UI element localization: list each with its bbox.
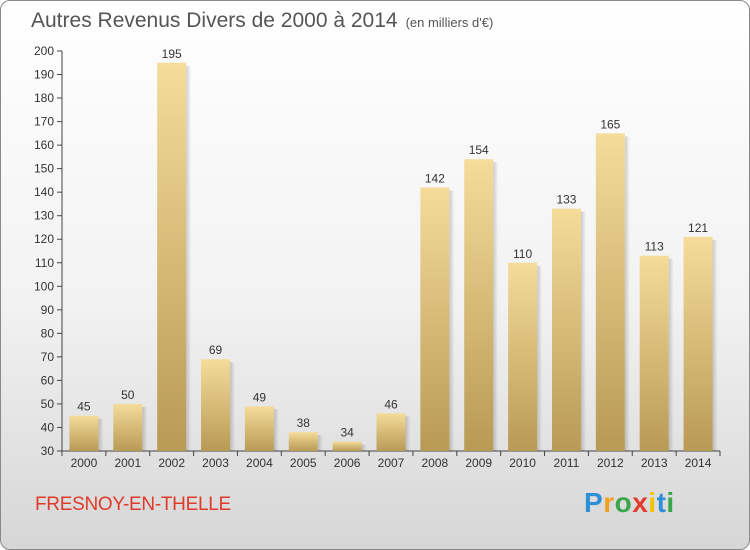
data-label: 165 bbox=[600, 117, 620, 131]
bar bbox=[683, 236, 713, 451]
bar bbox=[332, 441, 362, 451]
x-tick-label: 2006 bbox=[334, 456, 361, 470]
data-label: 133 bbox=[556, 193, 576, 207]
data-label: 113 bbox=[645, 240, 664, 254]
bar-shadow bbox=[537, 265, 543, 451]
bar-shadow bbox=[142, 406, 148, 451]
x-tick-label: 2001 bbox=[114, 456, 141, 470]
data-label: 38 bbox=[297, 416, 311, 430]
x-tick-label: 2012 bbox=[597, 456, 624, 470]
logo-letter: t bbox=[656, 487, 667, 518]
bar bbox=[595, 133, 625, 451]
y-tick-label: 30 bbox=[41, 444, 55, 458]
y-tick-label: 70 bbox=[41, 350, 55, 364]
y-tick-label: 180 bbox=[34, 91, 54, 105]
logo-letter: i bbox=[666, 487, 675, 518]
data-label: 45 bbox=[77, 400, 91, 414]
data-label: 154 bbox=[469, 143, 489, 157]
x-tick-label: 2003 bbox=[202, 456, 229, 470]
y-tick-label: 130 bbox=[34, 209, 54, 223]
y-tick-label: 40 bbox=[41, 420, 55, 434]
logo-letter: x bbox=[632, 487, 649, 518]
y-tick-label: 190 bbox=[34, 68, 54, 82]
x-tick-label: 2013 bbox=[641, 456, 668, 470]
data-label: 46 bbox=[384, 397, 398, 411]
town-name: FRESNOY-EN-THELLE bbox=[35, 494, 231, 515]
x-tick-label: 2002 bbox=[158, 456, 185, 470]
bar-shadow bbox=[230, 362, 236, 451]
bar-shadow bbox=[449, 190, 455, 451]
bar-shadow bbox=[624, 136, 630, 451]
bar bbox=[69, 415, 99, 451]
logo-letter: o bbox=[614, 487, 633, 518]
bar bbox=[420, 187, 450, 451]
bar bbox=[201, 359, 231, 451]
bar-shadow bbox=[273, 409, 279, 451]
data-label: 49 bbox=[253, 390, 267, 404]
data-label: 142 bbox=[425, 171, 445, 185]
logo-letter: r bbox=[603, 487, 615, 518]
bar-shadow bbox=[361, 444, 367, 451]
y-tick-label: 160 bbox=[34, 138, 54, 152]
x-tick-label: 2008 bbox=[422, 456, 449, 470]
bar bbox=[551, 208, 581, 451]
logo-letter: i bbox=[648, 487, 657, 518]
y-tick-label: 110 bbox=[35, 256, 54, 270]
logo-letter: P bbox=[584, 487, 604, 518]
bar-shadow bbox=[405, 416, 411, 451]
data-label: 195 bbox=[162, 47, 182, 61]
y-tick-label: 80 bbox=[41, 326, 55, 340]
x-tick-label: 2011 bbox=[554, 456, 580, 470]
bar bbox=[113, 403, 143, 451]
bar bbox=[244, 406, 274, 451]
chart-subtitle: (en milliers d'€) bbox=[405, 15, 494, 30]
bar-shadow bbox=[712, 239, 718, 451]
x-tick-label: 2010 bbox=[509, 456, 536, 470]
chart-title: Autres Revenus Divers de 2000 à 2014 (en … bbox=[31, 9, 493, 33]
bar-shadow bbox=[317, 435, 323, 451]
bar-shadow bbox=[493, 162, 499, 451]
bar bbox=[464, 159, 494, 451]
data-label: 110 bbox=[513, 247, 532, 261]
x-tick-label: 2009 bbox=[465, 456, 492, 470]
bar-shadow bbox=[580, 211, 586, 451]
proxiti-logo[interactable]: Proxiti bbox=[584, 487, 675, 519]
y-tick-label: 200 bbox=[34, 44, 54, 58]
x-tick-label: 2007 bbox=[378, 456, 405, 470]
bar-shadow bbox=[186, 65, 192, 451]
x-tick-label: 2004 bbox=[246, 456, 273, 470]
bar-shadow bbox=[98, 418, 104, 451]
data-label: 69 bbox=[209, 343, 223, 357]
y-tick-label: 140 bbox=[34, 185, 54, 199]
y-tick-label: 90 bbox=[41, 303, 55, 317]
x-tick-label: 2000 bbox=[71, 456, 98, 470]
data-label: 34 bbox=[340, 426, 354, 440]
y-tick-label: 170 bbox=[34, 115, 54, 129]
y-tick-label: 120 bbox=[34, 232, 54, 246]
x-tick-label: 2005 bbox=[290, 456, 317, 470]
data-label: 50 bbox=[121, 388, 135, 402]
data-label: 121 bbox=[688, 221, 708, 235]
bar bbox=[639, 255, 669, 451]
y-tick-label: 150 bbox=[34, 162, 54, 176]
bar bbox=[376, 413, 406, 451]
bar bbox=[288, 432, 318, 451]
title-text: Autres Revenus Divers de 2000 à 2014 bbox=[31, 9, 398, 32]
y-tick-label: 100 bbox=[34, 279, 54, 293]
bar bbox=[157, 62, 187, 451]
y-tick-label: 50 bbox=[41, 397, 55, 411]
x-tick-label: 2014 bbox=[685, 456, 712, 470]
y-tick-label: 60 bbox=[41, 373, 55, 387]
bar bbox=[508, 262, 538, 451]
bars: 45 50 195 69 49 38 34 46 142 154 110 133 165 113 121 bbox=[69, 47, 718, 451]
bar-shadow bbox=[668, 258, 674, 451]
